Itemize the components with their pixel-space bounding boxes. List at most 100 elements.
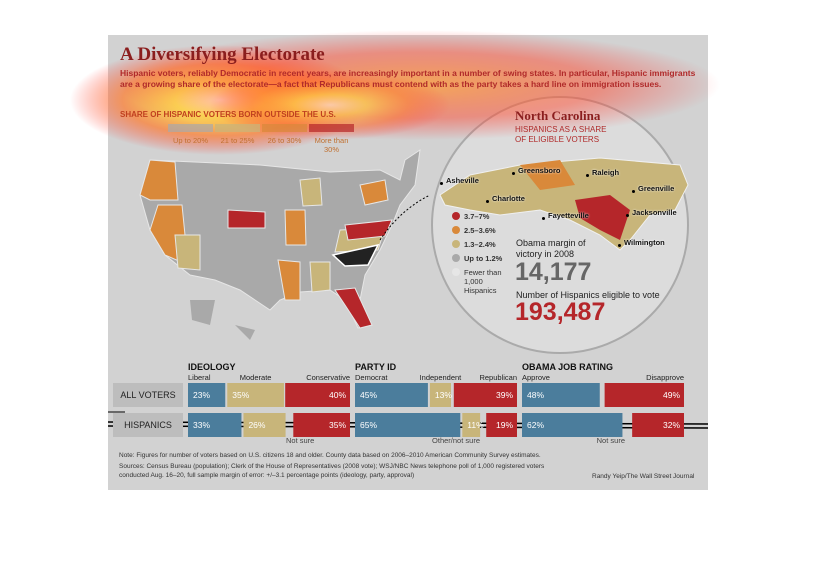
- city-dot: [542, 217, 545, 220]
- legend-swatch: [452, 268, 460, 276]
- bar-value-label: 35%: [232, 390, 249, 400]
- city-dot: [618, 244, 621, 247]
- legend-swatch: [452, 226, 460, 234]
- subtitle: Hispanic voters, reliably Democratic in …: [120, 68, 696, 89]
- bar-value-label: 35%: [329, 420, 346, 430]
- inset-subtitle: HISPANICS AS A SHARE OF ELIGIBLE VOTERS: [515, 125, 607, 144]
- us-map: [139, 148, 421, 340]
- category-label: Democrat: [355, 373, 388, 382]
- legend-swatch: [452, 254, 460, 262]
- bar-value-label: 23%: [193, 390, 210, 400]
- bar-segment: [188, 383, 226, 407]
- bar-segment: [227, 383, 284, 407]
- legend-swatch: [262, 124, 307, 132]
- bar-value-label: 65%: [360, 420, 377, 430]
- row-label: ALL VOTERS: [113, 383, 183, 407]
- eligible-label: Number of Hispanics eligible to vote: [516, 290, 660, 300]
- bar-value-label: 32%: [663, 420, 680, 430]
- bar-value-label: 26%: [248, 420, 265, 430]
- bar-segment: [355, 413, 461, 437]
- panel-title: OBAMA JOB RATING: [522, 362, 613, 372]
- bar-value-label: 40%: [329, 390, 346, 400]
- bar-segment: [522, 413, 623, 437]
- panel-title: PARTY ID: [355, 362, 397, 372]
- bar-value-label: 19%: [496, 420, 513, 430]
- city-label: Asheville: [446, 176, 479, 185]
- legend-swatch: [452, 240, 460, 248]
- legend-label: 3.7–7%: [464, 212, 490, 221]
- legend-label: Up to 1.2%: [464, 254, 503, 263]
- legend-item: More than 30%: [309, 124, 354, 154]
- panel-title: IDEOLOGY: [188, 362, 236, 372]
- legend-label: More than 30%: [314, 136, 349, 154]
- category-label: Moderate: [240, 373, 272, 382]
- city-dot: [586, 174, 589, 177]
- bar-value-label: 11%: [467, 420, 484, 430]
- nc-counties: [520, 160, 575, 190]
- category-label: Conservative: [306, 373, 350, 382]
- bar-value-label: 13%: [435, 390, 452, 400]
- category-label: Disapprove: [646, 373, 684, 382]
- legend-item: Fewer than 1,000 Hispanics: [452, 268, 514, 295]
- nc-map: [439, 157, 689, 251]
- legend-label: Up to 20%: [172, 136, 209, 145]
- city-label: Greenville: [638, 184, 675, 193]
- heatmap-hotspot: [210, 70, 450, 140]
- nc-counties: [575, 195, 630, 240]
- map-legend: Up to 20% 21 to 25% 26 to 30% More than 30%: [168, 124, 356, 154]
- legend-item: 26 to 30%: [262, 124, 307, 154]
- bar-segment: [243, 413, 286, 437]
- city-dot: [626, 214, 629, 217]
- not-sure-note: Not sure: [286, 436, 314, 445]
- not-sure-note: Other/not sure: [432, 436, 480, 445]
- map-legend-title: SHARE OF HISPANIC VOTERS BORN OUTSIDE TH…: [120, 110, 336, 119]
- city-dot: [632, 190, 635, 193]
- city-dot: [512, 172, 515, 175]
- legend-swatch: [215, 124, 260, 132]
- margin-value: 14,177: [515, 258, 592, 286]
- legend-swatch: [452, 212, 460, 220]
- bar-segment: [293, 413, 350, 437]
- legend-label: 2.5–3.6%: [464, 226, 496, 235]
- legend-item: 21 to 25%: [215, 124, 260, 154]
- legend-item: 1.3–2.4%: [452, 240, 514, 249]
- eligible-value: 193,487: [515, 298, 606, 326]
- city-label: Charlotte: [492, 194, 525, 203]
- footer-sources: Sources: Census Bureau (population); Cle…: [119, 463, 545, 479]
- bar-segment: [522, 383, 600, 407]
- bar-value-label: 62%: [527, 420, 544, 430]
- margin-label: Obama margin of victory in 2008: [516, 238, 586, 259]
- bar-value-label: 39%: [496, 390, 513, 400]
- legend-label: 1.3–2.4%: [464, 240, 496, 249]
- category-label: Independent: [420, 373, 463, 382]
- city-label: Jacksonville: [632, 208, 677, 217]
- bar-segment: [188, 413, 242, 437]
- bar-segment: [632, 413, 684, 437]
- connector-arrow: [379, 194, 431, 241]
- legend-label: Fewer than 1,000 Hispanics: [464, 268, 502, 295]
- legend-item: 2.5–3.6%: [452, 226, 514, 235]
- city-dot: [440, 182, 443, 185]
- legend-label: 21 to 25%: [220, 136, 255, 145]
- city-label: Fayetteville: [548, 211, 589, 220]
- city-label: Raleigh: [592, 168, 620, 177]
- category-label: Approve: [522, 373, 550, 382]
- credit: Randy Yeip/The Wall Street Journal: [592, 473, 695, 480]
- inset-legend: 3.7–7% 2.5–3.6% 1.3–2.4% Up to 1.2% Fewer th…: [452, 212, 514, 300]
- row-label: HISPANICS: [113, 413, 183, 437]
- legend-item: 3.7–7%: [452, 212, 514, 221]
- category-label: Liberal: [188, 373, 211, 382]
- bar-value-label: 33%: [193, 420, 210, 430]
- title: A Diversifying Electorate: [120, 44, 325, 65]
- bar-segment: [285, 383, 350, 407]
- bar-segment: [486, 413, 517, 437]
- legend-swatch: [309, 124, 354, 132]
- city-label: Greensboro: [518, 166, 561, 175]
- bar-value-label: 48%: [527, 390, 544, 400]
- not-sure-note: Not sure: [597, 436, 625, 445]
- legend-swatch: [168, 124, 213, 132]
- city-dot: [486, 200, 489, 203]
- inset-title: North Carolina: [515, 108, 601, 123]
